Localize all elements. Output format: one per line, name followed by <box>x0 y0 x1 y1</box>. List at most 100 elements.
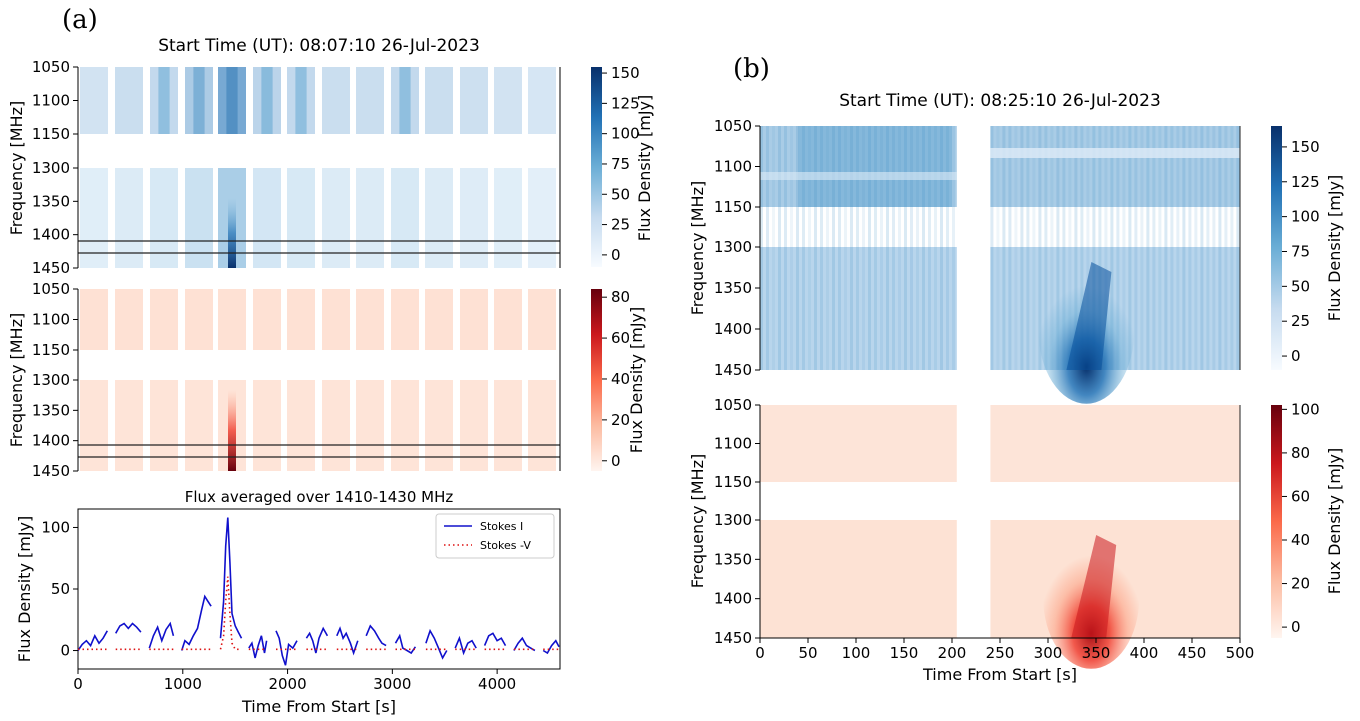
scan-block-lower <box>460 380 488 471</box>
a-line-x-ticks: 0 1000 2000 3000 4000 <box>73 669 516 693</box>
scan-block-lower <box>356 380 384 471</box>
scan-block-upper <box>185 289 213 350</box>
time-stripe <box>778 126 781 370</box>
scan-block-lower <box>528 168 556 268</box>
a-flux-line-chart: Flux averaged over 1410-1430 MHz 0 1000 20… <box>15 488 561 716</box>
scan-block-upper <box>115 289 143 350</box>
scan-block-lower <box>494 380 522 471</box>
burst-core <box>1071 535 1117 638</box>
time-stripe <box>1014 126 1018 370</box>
time-stripe <box>904 126 907 370</box>
x-tick-label: 450 <box>1178 644 1207 662</box>
scan-block-lower <box>322 168 350 268</box>
a-i-colorbar-label: Flux Density [mJy] <box>635 95 654 242</box>
y-tick-label: 1450 <box>32 462 70 480</box>
x-tick-label: 0 <box>73 675 83 693</box>
time-stripe <box>1026 126 1030 370</box>
a-v-ylabel: Frequency [MHz] <box>7 313 26 447</box>
time-stripe <box>1176 126 1180 370</box>
colorbar-tick-label: 100 <box>1291 400 1320 418</box>
legend-label-stokes-v: Stokes -V <box>480 539 531 552</box>
b-title: Start Time (UT): 08:25:10 26-Jul-2023 <box>839 91 1161 111</box>
time-stripe <box>928 126 931 370</box>
time-stripe <box>1224 126 1228 370</box>
burst-streak <box>228 198 236 268</box>
time-stripe <box>802 126 805 370</box>
y-tick-label: 1450 <box>714 361 752 379</box>
stokes-i-line <box>425 628 448 660</box>
scan-stripe <box>295 67 307 134</box>
colorbar-tick-label: 20 <box>1291 575 1310 593</box>
a-line-series <box>77 517 560 666</box>
a-stokes-v-heatmap: 1050 1100 1150 1300 1350 1400 1450 Frequency [… <box>7 280 646 480</box>
time-stripe <box>1110 126 1114 370</box>
dynspec-upper-band <box>760 405 957 482</box>
time-stripe <box>910 126 913 370</box>
rfi-band <box>760 172 957 180</box>
b-i-y-ticks: 1050 1100 1150 1300 1350 1400 1450 <box>714 117 760 379</box>
stokes-i-line <box>454 635 477 656</box>
time-stripe <box>1194 126 1198 370</box>
time-stripe <box>1206 126 1210 370</box>
a-v-colorbar <box>591 289 602 471</box>
time-stripe <box>856 126 859 370</box>
time-stripe <box>940 126 943 370</box>
scan-block-lower <box>425 380 453 471</box>
a-v-blocks <box>80 289 556 471</box>
time-stripe <box>862 126 865 370</box>
y-tick-label: 1400 <box>32 226 70 244</box>
scan-block-lower <box>494 168 522 268</box>
stokes-i-line <box>305 626 329 654</box>
time-stripe <box>916 126 919 370</box>
time-stripe <box>844 126 847 370</box>
y-tick-label: 1050 <box>714 117 752 135</box>
rfi-band <box>990 148 1240 158</box>
time-stripe <box>1092 126 1096 370</box>
time-stripe <box>1080 126 1084 370</box>
time-stripe <box>790 126 793 370</box>
y-tick-label: 1300 <box>32 159 70 177</box>
a-v-colorbar-ticks: 0 20 40 60 80 <box>602 288 630 470</box>
scan-block-upper <box>391 289 419 350</box>
time-stripe <box>772 126 775 370</box>
colorbar-tick-label: 100 <box>1291 208 1320 226</box>
a-line-legend: Stokes I Stokes -V <box>435 513 555 559</box>
b-i-body <box>760 126 1240 404</box>
scan-block-lower <box>287 380 315 471</box>
time-stripe <box>1002 126 1006 370</box>
panel-label-a: (a) <box>62 5 98 35</box>
time-stripe <box>838 126 841 370</box>
scan-block-upper <box>218 289 246 350</box>
colorbar-tick-label: 0 <box>611 452 621 470</box>
scan-block-upper <box>528 67 556 134</box>
time-stripe <box>1068 126 1072 370</box>
time-stripe <box>814 126 817 370</box>
time-stripe <box>898 126 901 370</box>
y-tick-label: 1450 <box>714 629 752 647</box>
time-stripe <box>952 126 955 370</box>
time-stripe <box>1098 126 1102 370</box>
a-stokes-i-heatmap: Start Time (UT): 08:07:10 26-Jul-2023 10… <box>7 36 654 277</box>
scan-block-lower <box>425 168 453 268</box>
time-stripe <box>826 126 829 370</box>
scan-stripe <box>226 67 238 134</box>
colorbar-tick-label: 40 <box>611 370 630 388</box>
time-stripe <box>1236 126 1240 370</box>
scan-block-lower <box>115 380 143 471</box>
colorbar-tick-label: 75 <box>1291 242 1310 260</box>
y-tick-label: 1300 <box>714 511 752 529</box>
x-tick-label: 4000 <box>478 675 516 693</box>
y-tick-label: 1350 <box>714 550 752 568</box>
b-stokes-i-heatmap: Start Time (UT): 08:25:10 26-Jul-2023 10… <box>688 91 1344 404</box>
scan-block-lower <box>356 168 384 268</box>
a-i-colorbar <box>591 67 602 267</box>
time-stripe <box>1140 126 1144 370</box>
scan-block-upper <box>150 289 178 350</box>
stokes-v-line <box>219 576 242 651</box>
time-stripe <box>1008 126 1012 370</box>
y-tick-label: 1050 <box>714 396 752 414</box>
colorbar-tick-label: 50 <box>611 185 630 203</box>
x-tick-label: 150 <box>890 644 919 662</box>
y-tick-label: 1400 <box>32 432 70 450</box>
